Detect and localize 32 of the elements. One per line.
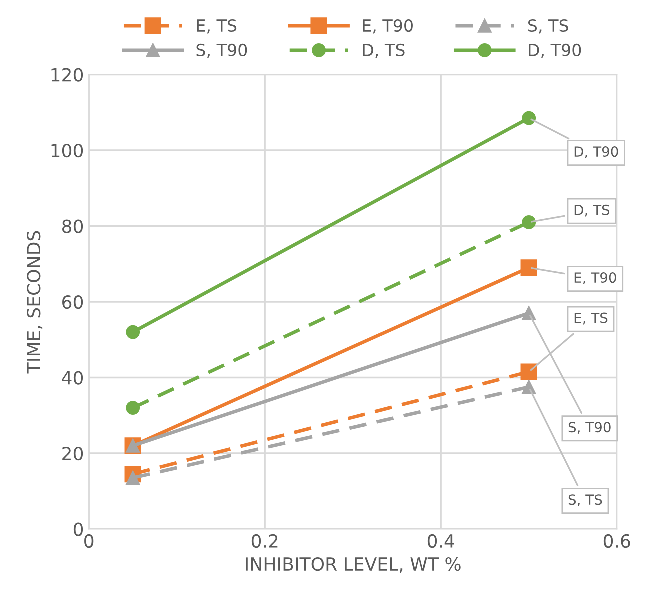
legend-label: S, TS: [528, 19, 568, 34]
y-tick-label: 60: [62, 295, 84, 310]
text: E, TS: [574, 312, 608, 325]
x-tick-label: 0.6: [604, 534, 630, 548]
x-tick-label: 0.2: [252, 534, 278, 548]
point: [520, 364, 538, 380]
legend-label: E, TS: [197, 19, 237, 34]
legend-label: D, TS: [363, 44, 405, 58]
text: S, TS: [568, 494, 602, 507]
y-tick-label: 40: [62, 371, 84, 385]
point: [126, 401, 140, 415]
x-tick-label: 0.4: [428, 534, 454, 548]
legend-label: S, T90: [196, 44, 248, 58]
x-axis-title: INHIBITOR LEVEL, WT %: [246, 557, 461, 573]
text: E, T90: [574, 272, 616, 284]
y-tick-label: 20: [62, 446, 84, 461]
point: [522, 216, 536, 230]
legend-label: E, T90: [363, 19, 413, 34]
y-tick-label: 100: [52, 144, 84, 158]
text: D, TS: [574, 204, 610, 217]
y-tick-label: 120: [52, 68, 84, 82]
y-axis-title: TIME, SECONDS: [27, 231, 43, 374]
y-tick-label: 80: [62, 220, 84, 234]
point: [520, 260, 538, 276]
legend-label: D, T90: [529, 44, 582, 58]
x-tick-label: 0: [84, 534, 94, 548]
text: S, T90: [568, 422, 611, 434]
text: D, T90: [574, 146, 618, 158]
y-tick-label: 0: [74, 522, 84, 536]
point: [126, 471, 140, 486]
point: [126, 325, 140, 340]
point: [522, 111, 536, 126]
